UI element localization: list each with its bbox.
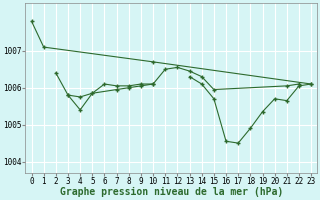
X-axis label: Graphe pression niveau de la mer (hPa): Graphe pression niveau de la mer (hPa) (60, 187, 283, 197)
